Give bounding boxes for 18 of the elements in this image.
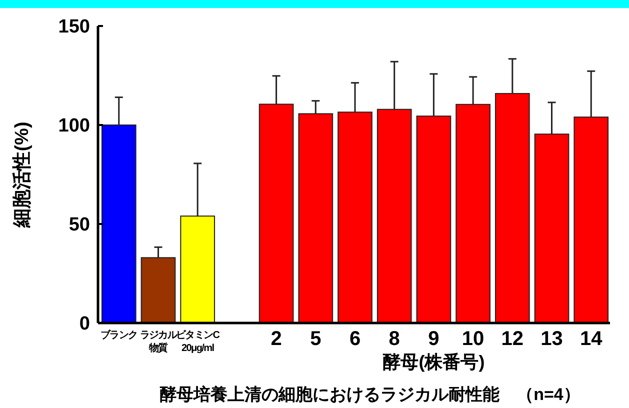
- x-axis-title: 酵母(株番号): [382, 352, 485, 372]
- x-tick-label: 9: [428, 328, 440, 350]
- x-tick-label: ラジカル物質: [140, 330, 178, 354]
- x-tick-label: 13: [540, 328, 563, 350]
- y-tick-label: 0: [79, 314, 90, 335]
- y-axis-title: 細胞活性(%): [12, 122, 33, 228]
- x-tick-label: 8: [388, 328, 400, 350]
- y-tick-label: 150: [58, 16, 90, 38]
- x-tick-label: ブランク: [100, 329, 138, 341]
- x-tick-label: 14: [580, 328, 604, 350]
- text: 酵母培養上清の細胞におけるラジカル耐性能 （n=4）: [160, 385, 580, 404]
- x-tick-label: 5: [310, 328, 322, 350]
- x-tick-label: 10: [462, 328, 484, 350]
- y-tick-label: 50: [68, 214, 90, 236]
- x-tick-label: 12: [501, 328, 524, 350]
- x-tick-label: 2: [270, 328, 282, 350]
- x-tick-label: 6: [349, 328, 361, 350]
- y-tick-label: 100: [58, 116, 90, 137]
